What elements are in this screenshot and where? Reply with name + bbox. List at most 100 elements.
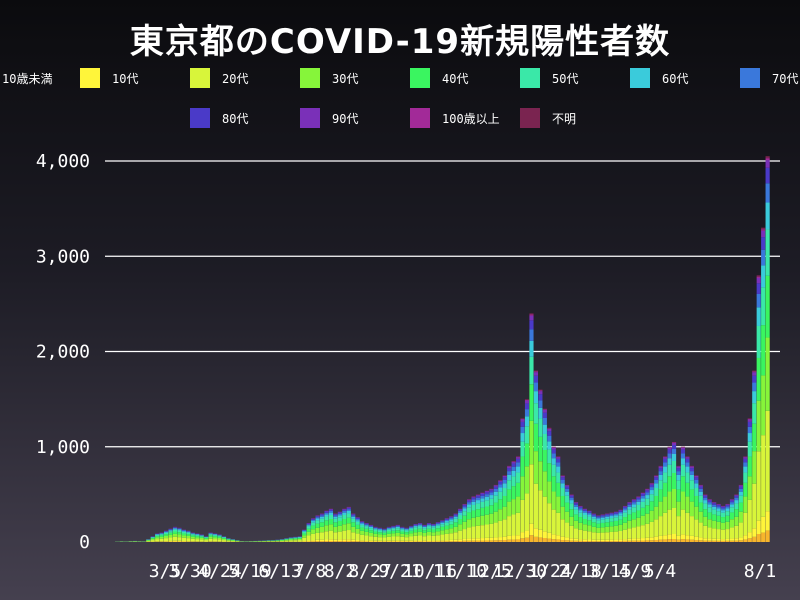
bar-segment: [431, 541, 436, 542]
bar-segment: [422, 526, 427, 529]
bar-segment: [573, 506, 579, 510]
x-tick-label: 3/5: [149, 561, 182, 582]
bar-segment: [413, 526, 418, 528]
bar-segment: [511, 535, 516, 540]
bar-segment: [680, 476, 686, 492]
bar-segment: [565, 485, 570, 487]
bar-segment: [297, 540, 302, 542]
bar-segment: [614, 525, 619, 532]
bar-segment: [480, 515, 485, 526]
bar-segment: [720, 508, 726, 511]
bar-segment: [319, 522, 325, 527]
bar-segment: [645, 523, 650, 538]
bar-segment: [756, 275, 761, 277]
bar-segment: [703, 503, 708, 510]
bar-segment: [498, 484, 503, 488]
bar-segment: [582, 541, 588, 542]
bar-segment: [400, 531, 405, 534]
bar-segment: [734, 495, 739, 498]
bar-segment: [337, 515, 342, 518]
bar-segment: [551, 458, 556, 465]
bar-segment: [449, 524, 454, 529]
bar-segment: [765, 167, 770, 184]
bar-segment: [529, 384, 534, 421]
bar-segment: [533, 372, 538, 376]
bar-segment: [596, 517, 601, 519]
bar-segment: [538, 436, 543, 462]
bar-segment: [765, 275, 770, 338]
bar-segment: [311, 521, 316, 523]
bar-segment: [573, 502, 579, 504]
bar-segment: [596, 518, 601, 521]
bar-segment: [551, 449, 556, 454]
bar-segment: [569, 540, 574, 542]
bar-segment: [667, 449, 672, 454]
bar-segment: [516, 458, 521, 463]
bar-segment: [435, 540, 440, 542]
legend-label: 10代: [112, 71, 139, 86]
bar-segment: [181, 530, 186, 532]
bar-segment: [391, 526, 396, 527]
bar-segment: [150, 537, 155, 539]
bar-segment: [636, 496, 641, 498]
bar-segment: [333, 541, 338, 542]
bar-segment: [355, 540, 360, 542]
bar-segment: [342, 511, 347, 513]
bar-segment: [663, 472, 668, 483]
bar-segment: [658, 480, 663, 490]
bar-segment: [150, 538, 155, 539]
bar-segment: [756, 451, 761, 521]
bar-segment: [761, 249, 766, 266]
bar-segment: [698, 486, 703, 489]
bar-segment: [685, 457, 690, 459]
bar-segment: [208, 535, 213, 537]
bar-segment: [453, 513, 458, 515]
bar-segment: [400, 536, 405, 541]
bar-segment: [636, 510, 641, 518]
y-tick-label: 4,000: [36, 151, 90, 172]
bar-segment: [311, 522, 316, 526]
bar-segment: [622, 522, 628, 530]
bar-segment: [435, 535, 440, 541]
bar-segment: [382, 531, 387, 533]
bar-segment: [756, 325, 761, 358]
bar-segment: [199, 536, 204, 538]
bar-segment: [551, 447, 556, 450]
bar-segment: [654, 506, 659, 520]
bar-segment: [538, 537, 543, 542]
bar-segment: [538, 394, 543, 401]
bar-segment: [734, 500, 739, 504]
bar-segment: [547, 428, 552, 432]
bar-segment: [658, 468, 663, 472]
bar-segment: [747, 499, 752, 533]
bar-segment: [377, 529, 383, 531]
bar-segment: [413, 527, 418, 530]
bar-segment: [654, 475, 659, 478]
bar-segment: [645, 489, 650, 491]
bar-segment: [654, 495, 659, 507]
bar-segment: [368, 536, 374, 541]
bar-segment: [649, 501, 654, 511]
bar-segment: [480, 498, 485, 502]
bar-segment: [609, 518, 614, 522]
bar-segment: [605, 513, 610, 515]
bar-segment: [614, 517, 619, 521]
bar-segment: [484, 524, 489, 538]
bar-segment: [346, 523, 351, 531]
bar-segment: [279, 541, 285, 542]
bar-segment: [368, 532, 374, 537]
bar-segment: [738, 522, 743, 538]
bar-segment: [725, 508, 730, 512]
bar-segment: [636, 497, 641, 500]
bar-segment: [377, 528, 383, 530]
bar-segment: [729, 500, 735, 503]
bar-segment: [520, 476, 525, 500]
bar-segment: [467, 538, 472, 541]
bar-segment: [538, 391, 543, 395]
bar-segment: [333, 532, 338, 540]
legend-item: 不明: [520, 108, 610, 128]
bar-segment: [591, 513, 596, 515]
bar-segment: [689, 501, 694, 517]
bar-segment: [181, 529, 186, 531]
bar-segment: [614, 512, 619, 514]
